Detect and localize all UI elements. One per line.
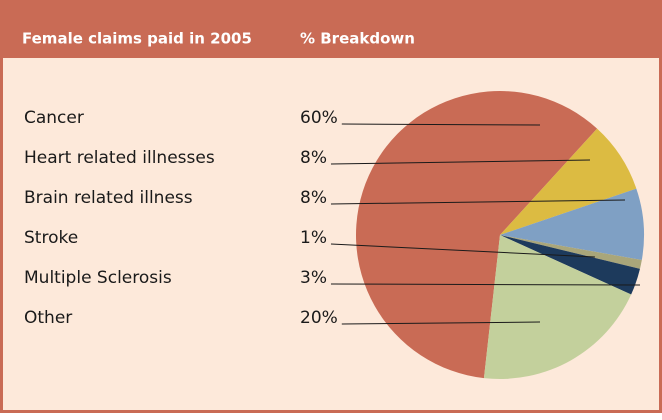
- pie-slice: [483, 235, 632, 379]
- value-label: 3%: [300, 268, 327, 288]
- value-label: 8%: [300, 188, 327, 208]
- chart-subtitle: % Breakdown: [300, 30, 415, 48]
- value-label: 1%: [300, 228, 327, 248]
- chart-title: Female claims paid in 2005: [22, 30, 252, 48]
- pie-slice: [500, 235, 640, 295]
- leader-line: [330, 199, 626, 205]
- leader-line: [330, 159, 591, 165]
- value-label: 20%: [300, 308, 338, 328]
- category-label: Other: [24, 308, 72, 328]
- leader-line: [330, 283, 641, 286]
- value-label: 60%: [300, 108, 338, 128]
- pie-slice: [500, 235, 642, 269]
- leader-line: [341, 321, 541, 325]
- leader-line: [341, 123, 541, 126]
- pie-slice: [500, 128, 637, 235]
- category-label: Multiple Sclerosis: [24, 268, 172, 288]
- category-label: Heart related illnesses: [24, 148, 215, 168]
- category-label: Cancer: [24, 108, 84, 128]
- leader-line: [330, 243, 596, 258]
- category-label: Brain related illness: [24, 188, 193, 208]
- pie-slice: [500, 188, 644, 261]
- value-label: 8%: [300, 148, 327, 168]
- category-label: Stroke: [24, 228, 78, 248]
- header: [0, 0, 662, 58]
